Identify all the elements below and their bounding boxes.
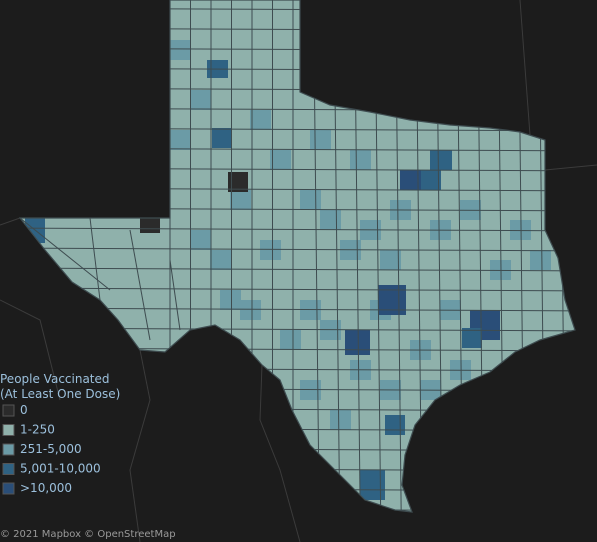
county <box>421 170 441 190</box>
county <box>170 130 191 150</box>
county <box>190 90 211 110</box>
county <box>360 470 385 500</box>
county-border <box>20 247 575 252</box>
county <box>310 130 331 150</box>
county <box>228 172 248 192</box>
legend-swatch <box>2 404 15 417</box>
county <box>330 410 351 430</box>
legend-label: 0 <box>20 403 28 417</box>
county <box>462 328 482 348</box>
county <box>320 210 341 230</box>
legend-label: >10,000 <box>20 481 72 495</box>
county-border <box>129 229 151 341</box>
county <box>170 40 191 60</box>
county <box>430 150 452 170</box>
legend-swatch <box>2 424 15 436</box>
legend-swatch <box>2 443 15 456</box>
county <box>300 190 321 210</box>
county <box>345 330 370 355</box>
county <box>280 330 301 350</box>
legend-title: (At Least One Dose) <box>0 387 120 401</box>
county <box>230 190 251 210</box>
county-border <box>89 217 101 301</box>
county <box>212 128 232 148</box>
county <box>210 250 231 270</box>
county-border <box>20 227 575 232</box>
county <box>220 290 241 310</box>
legend-swatch <box>2 463 15 475</box>
county <box>140 218 160 233</box>
county-border <box>169 259 181 331</box>
county <box>380 250 401 270</box>
county <box>240 300 261 320</box>
county-border <box>20 217 111 291</box>
county <box>250 110 271 130</box>
legend-label: 1-250 <box>20 423 55 437</box>
attribution: © 2021 Mapbox © OpenStreetMap <box>0 529 176 540</box>
legend-label: 5,001-10,000 <box>20 462 101 476</box>
county <box>270 150 291 170</box>
county <box>510 220 531 240</box>
county <box>385 415 405 435</box>
legend: People Vaccinated(At Least One Dose) 0 1-2… <box>0 372 120 495</box>
county <box>190 230 211 250</box>
county <box>530 250 551 270</box>
legend-label: 251-5,000 <box>20 442 82 456</box>
county-border <box>20 287 575 292</box>
county <box>350 150 371 170</box>
legend-title: People Vaccinated <box>0 372 110 386</box>
county-border <box>20 267 575 272</box>
county <box>260 240 281 260</box>
county <box>400 170 422 190</box>
legend-swatch <box>2 482 15 495</box>
